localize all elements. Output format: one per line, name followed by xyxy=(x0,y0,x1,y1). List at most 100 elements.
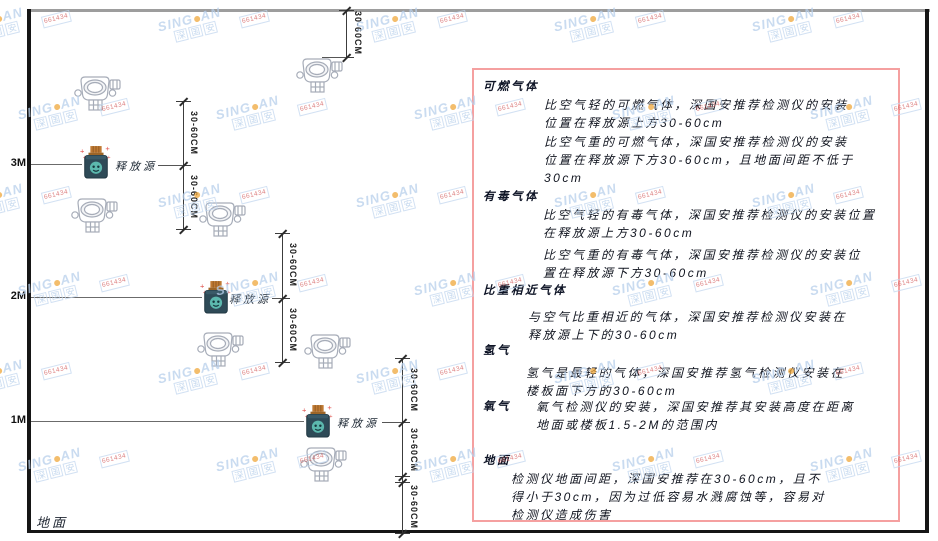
watermark-brand-cn: 深国安661434 xyxy=(33,447,131,484)
watermark-brand-cn: 深国安661434 xyxy=(371,7,469,44)
section-text: 与空气比重相近的气体，深国安推荐检测仪安装在释放源上下的30-60cm xyxy=(528,310,848,342)
section-text: 氢气是最轻的气体，深国安推荐氢气检测仪安装在楼板面下方的30-60cm xyxy=(526,366,846,398)
info-panel: 可燃气体 比空气轻的可燃气体，深国安推荐检测仪的安装位置在释放源上方30-60c… xyxy=(472,68,900,522)
watermark-dot-icon xyxy=(53,103,61,111)
dimension-line-ceiling xyxy=(346,10,347,57)
section-title-combustible: 可燃气体 xyxy=(483,81,539,93)
watermark-dot-icon xyxy=(0,191,3,199)
watermark-dot-icon xyxy=(449,279,457,287)
watermark-code: 661434 xyxy=(40,185,72,205)
dimension-line-1m xyxy=(402,358,403,533)
release-source-icon: ++++ xyxy=(200,279,232,316)
watermark-brand-cn: 深国安661434 xyxy=(569,7,667,44)
release-source-label: 释放源 xyxy=(115,161,157,173)
watermark-dot-icon xyxy=(251,279,259,287)
section-text: 比空气重的有毒气体，深国安推荐检测仪的安装位置在释放源下方30-60cm xyxy=(543,248,863,280)
gas-detector-icon xyxy=(303,328,355,370)
gas-detector-icon xyxy=(295,52,347,94)
watermark-dot-icon xyxy=(251,455,259,463)
watermark-brand-cn: 深国安661434 xyxy=(371,183,469,220)
svg-text:+: + xyxy=(227,290,230,296)
watermark-dot-icon xyxy=(787,15,795,23)
watermark-brand-cn: 深国安661434 xyxy=(371,359,469,396)
watermark-code: 661434 xyxy=(98,449,130,469)
dimension-connector xyxy=(322,57,346,58)
dim-label: 30-60CM xyxy=(409,484,419,530)
section-text: 比空气轻的可燃气体，深国安推荐检测仪的安装位置在释放源上方30-60cm xyxy=(544,98,849,130)
height-line-3m xyxy=(31,164,82,165)
section-text: 比空气重的可燃气体，深国安推荐检测仪的安装位置在释放源下方30-60cm，且地面… xyxy=(544,135,855,185)
svg-text:+: + xyxy=(327,404,332,412)
section-title-hydrogen: 氢气 xyxy=(483,345,511,357)
watermark-dot-icon xyxy=(53,279,61,287)
dimension-connector xyxy=(382,422,402,423)
watermark-dot-icon xyxy=(449,103,457,111)
watermark-code: 661434 xyxy=(634,9,666,29)
ceiling-line xyxy=(27,9,930,12)
ground-label: 地面 xyxy=(36,515,69,530)
watermark-code: 661434 xyxy=(40,9,72,29)
axis-label-1m: 1M xyxy=(10,414,26,426)
watermark-dot-icon xyxy=(193,15,201,23)
watermark-code: 661434 xyxy=(436,9,468,29)
release-source-label: 释放源 xyxy=(337,418,379,430)
right-wall-line xyxy=(925,9,929,533)
axis-label-3m: 3M xyxy=(10,157,26,169)
watermark-code: 661434 xyxy=(40,361,72,381)
svg-text:+: + xyxy=(107,155,110,161)
section-text: 氧气检测仪的安装，深国安推荐其安装高度在距离地面或楼板1.5-2M的范围内 xyxy=(536,400,856,432)
svg-text:+: + xyxy=(80,147,85,156)
watermark-dot-icon xyxy=(251,103,259,111)
watermark-dot-icon xyxy=(391,191,399,199)
watermark-code: 661434 xyxy=(238,9,270,29)
section-text: 检测仪地面间距，深国安推荐在30-60cm，且不得小于30cm，因为过低容易水溅… xyxy=(511,472,826,522)
dim-label: 30-60CM xyxy=(409,367,419,413)
watermark-dot-icon xyxy=(589,15,597,23)
watermark-code: 661434 xyxy=(436,361,468,381)
watermark-dot-icon xyxy=(0,15,3,23)
release-source-icon: ++++ xyxy=(302,403,334,440)
watermark-code: 661434 xyxy=(832,9,864,29)
watermark-dot-icon xyxy=(449,455,457,463)
floor-line xyxy=(27,530,929,533)
gas-detector-icon xyxy=(196,326,248,368)
height-line-2m xyxy=(31,297,202,298)
watermark-dot-icon xyxy=(193,367,201,375)
gas-detector-icon xyxy=(198,196,250,238)
svg-text:+: + xyxy=(302,406,307,415)
release-source-label: 释放源 xyxy=(229,294,271,306)
watermark-brand-cn: 深国安661434 xyxy=(231,95,329,132)
watermark-code: 661434 xyxy=(296,97,328,117)
dim-label: 30-60CM xyxy=(288,307,298,353)
watermark-dot-icon xyxy=(53,455,61,463)
watermark-code: 661434 xyxy=(98,273,130,293)
dim-label: 30-60CM xyxy=(353,10,363,56)
gas-detector-icon xyxy=(73,70,125,112)
section-title-similar-density: 比重相近气体 xyxy=(483,285,567,297)
svg-text:+: + xyxy=(200,282,205,291)
height-line-1m xyxy=(31,421,304,422)
svg-text:+: + xyxy=(105,145,110,153)
gas-detector-icon xyxy=(299,441,351,483)
release-source-icon: ++++ xyxy=(80,144,112,181)
